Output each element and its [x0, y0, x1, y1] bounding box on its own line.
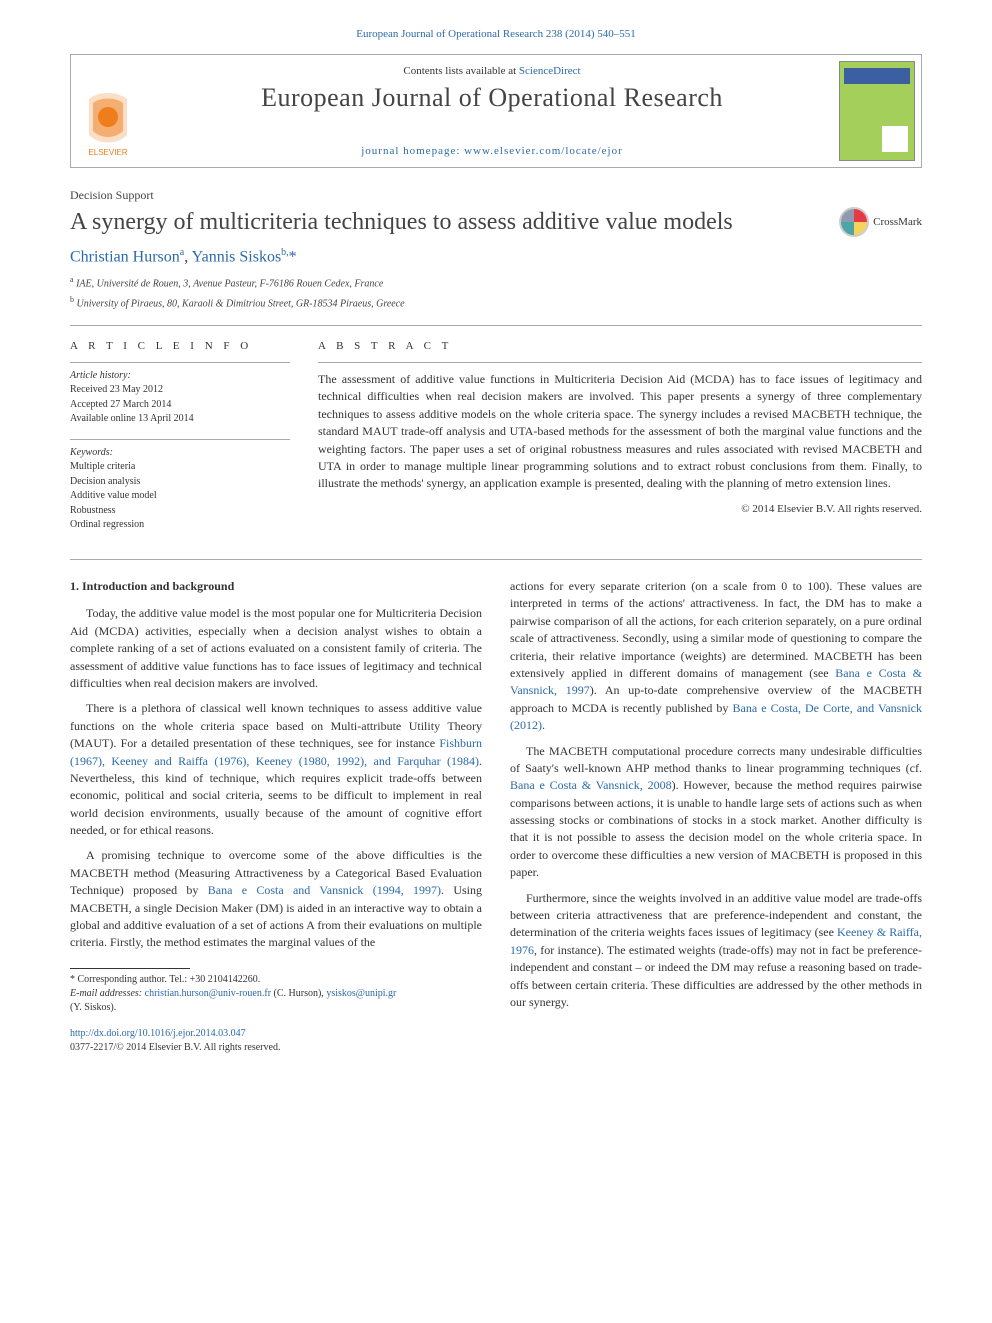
homepage-url: www.elsevier.com/locate/ejor [464, 145, 623, 157]
body-paragraph: Furthermore, since the weights involved … [510, 890, 922, 1012]
author-sep: , [184, 248, 191, 265]
separator-rule [70, 559, 922, 560]
citation-link[interactable]: Bana e Costa & Vansnick, 2008 [510, 778, 672, 792]
body-paragraph: There is a plethora of classical well kn… [70, 700, 482, 839]
affiliation-a: a IAE, Université de Rouen, 3, Avenue Pa… [70, 274, 922, 291]
keyword: Ordinal regression [70, 519, 144, 530]
paper-title: A synergy of multicriteria techniques to… [70, 207, 839, 237]
info-abstract-row: A R T I C L E I N F O Article history: R… [70, 340, 922, 545]
contents-line: Contents lists available at ScienceDirec… [159, 65, 825, 77]
history-online: Available online 13 April 2014 [70, 413, 194, 424]
article-info-heading: A R T I C L E I N F O [70, 340, 290, 352]
article-info-column: A R T I C L E I N F O Article history: R… [70, 340, 290, 545]
journal-title: European Journal of Operational Research [159, 83, 825, 113]
history-received: Received 23 May 2012 [70, 384, 163, 395]
publisher-logo-cell: ELSEVIER [71, 55, 151, 167]
author-1-link[interactable]: Christian Hurson [70, 248, 180, 265]
email-link[interactable]: christian.hurson@univ-rouen.fr [145, 988, 271, 999]
article-history-block: Article history: Received 23 May 2012 Ac… [70, 362, 290, 427]
keyword: Multiple criteria [70, 461, 135, 472]
abstract-column: A B S T R A C T The assessment of additi… [318, 340, 922, 545]
keyword: Robustness [70, 505, 116, 516]
journal-cover-icon [839, 61, 915, 161]
title-row: A synergy of multicriteria techniques to… [70, 207, 922, 237]
cover-thumb-cell [833, 55, 921, 167]
abstract-text: The assessment of additive value functio… [318, 362, 922, 493]
history-label: Article history: [70, 370, 131, 381]
header-center: Contents lists available at ScienceDirec… [151, 55, 833, 167]
body-paragraph: The MACBETH computational procedure corr… [510, 743, 922, 882]
corresponding-star[interactable]: * [289, 248, 297, 265]
footnote-rule [70, 968, 190, 969]
journal-homepage[interactable]: journal homepage: www.elsevier.com/locat… [159, 145, 825, 157]
body-paragraph: actions for every separate criterion (on… [510, 578, 922, 735]
body-paragraph: A promising technique to overcome some o… [70, 847, 482, 951]
email-label: E-mail addresses: [70, 988, 145, 999]
crossmark-badge[interactable]: CrossMark [839, 207, 922, 237]
crossmark-icon [839, 207, 869, 237]
authors-line: Christian Hursona, Yannis Siskosb,* [70, 247, 922, 266]
doi-block: http://dx.doi.org/10.1016/j.ejor.2014.03… [70, 1027, 922, 1055]
section-tag: Decision Support [70, 188, 922, 203]
elsevier-logo-text: ELSEVIER [88, 148, 127, 157]
email-link[interactable]: ysiskos@unipi.gr [326, 988, 396, 999]
abstract-copyright: © 2014 Elsevier B.V. All rights reserved… [318, 503, 922, 515]
keywords-label: Keywords: [70, 447, 113, 458]
body-paragraph: Today, the additive value model is the m… [70, 605, 482, 692]
footnotes: * Corresponding author. Tel.: +30 210414… [70, 973, 482, 1015]
history-accepted: Accepted 27 March 2014 [70, 399, 171, 410]
homepage-prefix: journal homepage: [361, 145, 464, 157]
corresponding-footnote: * Corresponding author. Tel.: +30 210414… [70, 973, 482, 987]
author-2-affil-sup: b, [281, 247, 289, 258]
issn-copyright: 0377-2217/© 2014 Elsevier B.V. All right… [70, 1042, 280, 1053]
doi-link[interactable]: http://dx.doi.org/10.1016/j.ejor.2014.03… [70, 1028, 246, 1039]
crossmark-label: CrossMark [873, 216, 922, 228]
keyword: Decision analysis [70, 476, 140, 487]
affiliation-b: b University of Piraeus, 80, Karaoli & D… [70, 294, 922, 311]
header-box: ELSEVIER Contents lists available at Sci… [70, 54, 922, 168]
section-heading-1: 1. Introduction and background [70, 578, 482, 595]
keywords-block: Keywords: Multiple criteria Decision ana… [70, 439, 290, 533]
email-footnote: E-mail addresses: christian.hurson@univ-… [70, 987, 482, 1015]
citation-link[interactable]: Bana e Costa and Vansnick (1994, 1997) [208, 883, 441, 897]
body-columns: 1. Introduction and background Today, th… [70, 578, 922, 1017]
contents-prefix: Contents lists available at [403, 65, 518, 77]
journal-reference: European Journal of Operational Research… [70, 28, 922, 40]
keyword: Additive value model [70, 490, 157, 501]
author-2-link[interactable]: Yannis Siskos [192, 248, 282, 265]
abstract-heading: A B S T R A C T [318, 340, 922, 352]
sciencedirect-link[interactable]: ScienceDirect [519, 65, 581, 77]
separator-rule [70, 325, 922, 326]
elsevier-logo-icon: ELSEVIER [79, 93, 137, 159]
